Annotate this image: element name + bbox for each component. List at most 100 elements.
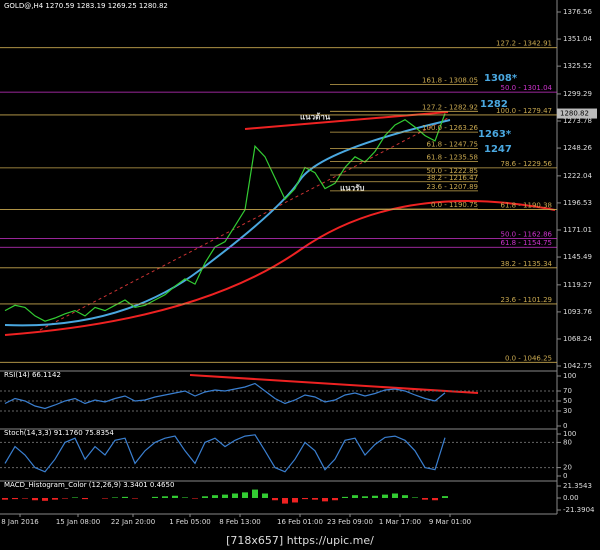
histogram-bar [62,497,68,499]
y-tick-label: 100 [563,372,576,380]
y-tick-label: 1325.52 [563,62,592,70]
histogram-bar [162,496,168,498]
y-tick-label: 21.3543 [563,482,592,490]
annotation: 1308* [484,73,518,84]
y-tick-label: 100 [563,430,576,438]
level-label: 23.6 - 1101.29 [500,296,552,304]
x-tick-label: 8 Jan 2016 [1,518,39,526]
indicator-line [4,382,446,410]
level-label: 127.2 - 1342.91 [496,40,552,48]
level-label: 0.0 - 1190.75 [431,201,478,209]
y-tick-label: 1351.04 [563,35,592,43]
y-tick-label: 1196.53 [563,199,592,207]
histogram-bar [112,497,118,498]
histogram-bar [222,494,228,498]
level-label: 50.0 - 1301.04 [500,84,552,92]
histogram-bar [242,492,248,498]
x-tick-label: 8 Feb 13:00 [219,518,260,526]
level-label: 0.0 - 1046.25 [505,354,552,362]
trend-line [39,117,449,331]
histogram-bar [192,497,198,499]
x-tick-label: 1 Feb 05:00 [169,518,210,526]
y-tick-label: 70 [563,387,572,395]
level-label: 100.0 - 1279.47 [496,107,552,115]
histogram-bar [52,497,58,500]
histogram-bar [22,497,28,499]
y-tick-label: 1068.24 [563,335,592,343]
histogram-bar [42,497,48,501]
y-tick-label: 50 [563,397,572,405]
histogram-bar [82,497,88,500]
histogram-bar [272,497,278,501]
annotation: แนวต้าน [300,112,331,122]
level-label: 38.2 - 1135.34 [500,260,552,268]
histogram-bar [122,496,128,498]
watermark: [718x657] https://upic.me/ [226,534,374,547]
y-tick-label: 1042.75 [563,362,592,370]
level-label: 127.2 - 1282.92 [422,103,478,111]
annotation: 1282 [480,99,508,110]
x-tick-label: 16 Feb 01:00 [277,518,323,526]
histogram-bar [72,497,78,498]
annotation: แนวรับ [340,184,365,193]
y-tick-label: 20 [563,464,572,472]
histogram-bar [32,497,38,501]
level-label: 38.2 - 1216.47 [426,174,478,182]
level-label: 61.8 - 1154.75 [500,239,552,247]
panel-title: RSI(14) 66.1142 [4,371,61,379]
level-label: 61.8 - 1190.38 [500,201,552,209]
trend-line [189,374,479,394]
y-tick-label: -21.3904 [563,506,595,514]
histogram-bar [182,497,188,498]
x-tick-label: 15 Jan 08:00 [56,518,100,526]
x-tick-label: 1 Mar 17:00 [379,518,421,526]
histogram-bar [392,493,398,498]
price-line [4,113,446,322]
annotation: 1263* [478,129,512,140]
y-tick-label: 0.00 [563,494,579,502]
y-tick-label: 1145.49 [563,253,592,261]
histogram-bar [292,497,298,503]
level-label: 78.6 - 1229.56 [500,160,552,168]
y-tick-label: 1299.29 [563,90,592,98]
histogram-bar [212,495,218,498]
x-tick-label: 22 Jan 20:00 [111,518,155,526]
y-tick-label: 80 [563,438,572,446]
x-tick-label: 9 Mar 01:00 [429,518,471,526]
moving-average [4,119,451,327]
histogram-bar [252,489,258,498]
histogram-bar [412,497,418,498]
moving-average [4,200,556,336]
histogram-bar [432,497,438,501]
histogram-bar [262,493,268,498]
histogram-bar [402,495,408,498]
histogram-bar [302,497,308,500]
histogram-bar [152,496,158,498]
y-tick-label: 0 [563,472,567,480]
level-label: 161.8 - 1308.05 [422,77,478,85]
panel-title: MACD_Histogram_Color (12,26,9) 3.3401 0.… [4,481,174,489]
histogram-bar [362,496,368,498]
y-tick-label: 1222.04 [563,172,592,180]
histogram-bar [352,495,358,498]
indicator-line [4,434,446,473]
panel-title: Stoch(14,3,3) 91.1760 75.8354 [4,429,114,437]
y-tick-label: 1376.56 [563,8,592,16]
histogram-bar [172,495,178,498]
level-label: 50.0 - 1162.86 [500,231,552,239]
histogram-bar [2,497,8,500]
annotation: 1247 [484,144,512,155]
histogram-bar [132,497,138,499]
y-tick-label: 1171.01 [563,226,592,234]
histogram-bar [202,496,208,498]
histogram-bar [342,496,348,498]
histogram-bar [422,497,428,500]
y-tick-label: 1273.78 [563,117,592,125]
y-tick-label: 1248.26 [563,144,592,152]
level-label: 100.0 - 1263.26 [422,124,479,132]
histogram-bar [332,497,338,501]
level-label: 61.8 - 1247.75 [426,141,478,149]
histogram-bar [372,495,378,498]
